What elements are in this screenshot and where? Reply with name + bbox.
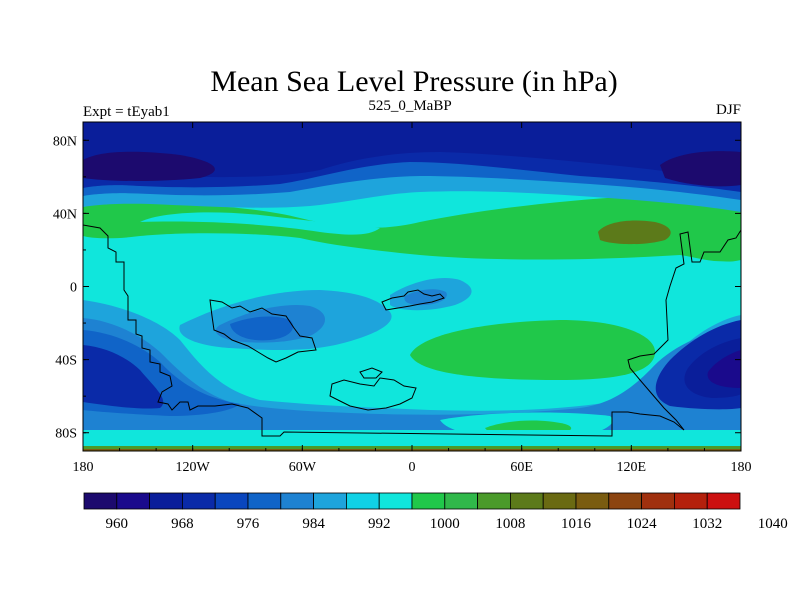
- contour-972-north: [83, 122, 741, 180]
- colorbar-swatch: [542, 492, 577, 510]
- contour-980-southwest: [83, 345, 164, 409]
- axes: 180 120W 60W 0 60E 120E 180 80N 40N 0 40S 80S: [53, 122, 752, 475]
- contour-1000-tropics: [83, 250, 741, 300]
- colorbar-label: 1008: [495, 516, 525, 532]
- colorbar-swatch: [280, 492, 314, 510]
- colorbar-swatch: [411, 492, 446, 510]
- colorbar-label: 960: [106, 516, 129, 532]
- experiment-label: Expt = tEyab1: [83, 104, 170, 120]
- colorbar-label: 1000: [430, 516, 460, 532]
- y-tick-label: 80S: [55, 427, 77, 442]
- period-label: 525_0_MaBP: [368, 98, 451, 114]
- contour-1004-south: [410, 320, 655, 380]
- y-tick-label: 40N: [53, 207, 77, 222]
- chart-title: Mean Sea Level Pressure (in hPa): [210, 65, 617, 98]
- y-tick-label: 40S: [55, 354, 77, 369]
- colorbar-label: 976: [237, 516, 260, 532]
- contour-988-central: [230, 316, 294, 341]
- x-tick-label: 60E: [510, 460, 533, 475]
- colorbar-swatch: [313, 492, 347, 510]
- coastline-east-continent: [627, 229, 741, 431]
- x-tick-label: 0: [409, 460, 416, 475]
- coastline-west-continent: [83, 224, 685, 437]
- colorbar-swatch: [345, 492, 380, 510]
- colorbar-label: 1032: [692, 516, 722, 532]
- colorbar-label: 1024: [627, 516, 658, 532]
- colorbar-swatch: [575, 492, 610, 510]
- coastline-equatorial-island: [381, 289, 445, 311]
- colorbar: 960 968 976 984 992 1000 1008 1016 1024 1032 1040: [83, 492, 788, 532]
- colorbar-label: 1016: [561, 516, 592, 532]
- x-tick-label: 60W: [289, 460, 317, 475]
- colorbar-label: 968: [171, 516, 194, 532]
- coastline-small-islet: [359, 367, 383, 379]
- colorbar-swatch: [214, 492, 249, 510]
- coastline-south-island: [329, 377, 417, 411]
- colorbar-swatch: [674, 492, 708, 510]
- x-tick-label: 180: [73, 460, 94, 475]
- colorbar-label: 984: [302, 516, 325, 532]
- colorbar-swatch: [509, 492, 544, 510]
- colorbar-swatch: [706, 492, 741, 510]
- season-label: DJF: [716, 102, 741, 118]
- colorbar-swatch: [477, 492, 511, 510]
- contour-1004-north: [83, 195, 741, 262]
- contour-1012-northeast: [598, 220, 671, 245]
- y-tick-label: 80N: [53, 134, 77, 149]
- coastline-central-island: [209, 299, 317, 363]
- contour-964-southeast: [707, 350, 741, 388]
- colorbar-swatch: [181, 492, 216, 510]
- contour-1000-west: [140, 212, 380, 235]
- colorbar-swatch: [149, 492, 183, 510]
- contour-map: [83, 122, 741, 451]
- x-tick-label: 180: [731, 460, 752, 475]
- colorbar-swatch: [116, 492, 151, 510]
- contour-992-equatorial-east: [404, 289, 447, 306]
- x-tick-label: 120W: [176, 460, 211, 475]
- colorbar-swatch: [378, 492, 413, 510]
- contour-964-northwest: [83, 151, 215, 181]
- colorbar-label: 1040: [758, 516, 788, 532]
- colorbar-swatch: [83, 492, 118, 510]
- colorbar-swatch: [641, 492, 675, 510]
- colorbar-label: 992: [368, 516, 391, 532]
- x-tick-label: 120E: [617, 460, 647, 475]
- coastlines: [83, 224, 741, 437]
- y-tick-label: 0: [70, 281, 77, 296]
- colorbar-swatch: [608, 492, 642, 510]
- colorbar-swatch: [247, 492, 282, 510]
- contour-964-northeast: [660, 151, 741, 187]
- colorbar-swatch: [444, 492, 478, 510]
